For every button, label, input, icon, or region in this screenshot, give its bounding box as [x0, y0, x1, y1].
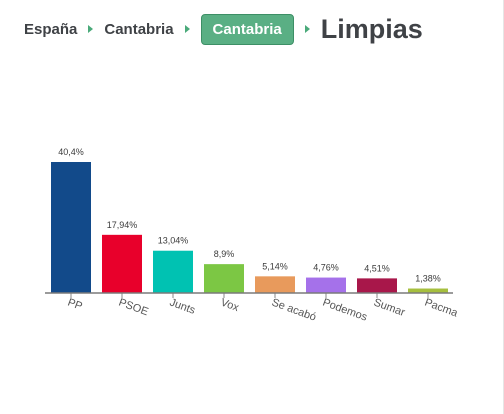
- breadcrumb-active-button[interactable]: Cantabria: [200, 13, 294, 45]
- data-label: 13,04%: [158, 236, 189, 246]
- x-tick-label: Vox: [219, 297, 241, 315]
- bar-podemos[interactable]: [306, 277, 346, 293]
- bar-pacma[interactable]: [408, 288, 448, 293]
- x-tick-label: PP: [66, 297, 84, 313]
- bar-vox[interactable]: [204, 264, 244, 293]
- data-label: 17,94%: [107, 220, 138, 230]
- x-tick-label: Podemos: [321, 297, 369, 324]
- breadcrumb-item-espana[interactable]: España: [24, 20, 78, 38]
- breadcrumb-item-cantabria[interactable]: Cantabria: [104, 20, 174, 38]
- page-title: Limpias: [320, 13, 423, 44]
- chevron-right-icon: [88, 25, 94, 33]
- bar-se-acabó[interactable]: [255, 276, 295, 293]
- data-label: 40,4%: [58, 147, 84, 157]
- x-tick-label: Sumar: [372, 297, 407, 319]
- x-tick-label: PSOE: [117, 297, 150, 319]
- x-tick-label: Se acabó: [270, 297, 318, 324]
- chevron-right-icon: [304, 25, 310, 33]
- x-tick-label: Pacma: [423, 297, 460, 320]
- data-label: 4,76%: [313, 263, 339, 273]
- data-label: 8,9%: [214, 249, 235, 259]
- bar-sumar[interactable]: [357, 278, 397, 293]
- breadcrumb: España Cantabria Cantabria Limpias: [24, 10, 423, 48]
- data-label: 4,51%: [364, 263, 390, 273]
- data-label: 1,38%: [415, 274, 441, 284]
- bar-psoe[interactable]: [102, 234, 142, 293]
- chevron-right-icon: [184, 25, 190, 33]
- x-tick-label: Junts: [168, 297, 197, 317]
- bar-junts[interactable]: [153, 250, 193, 293]
- data-label: 5,14%: [262, 261, 288, 271]
- bar-pp[interactable]: [51, 162, 91, 293]
